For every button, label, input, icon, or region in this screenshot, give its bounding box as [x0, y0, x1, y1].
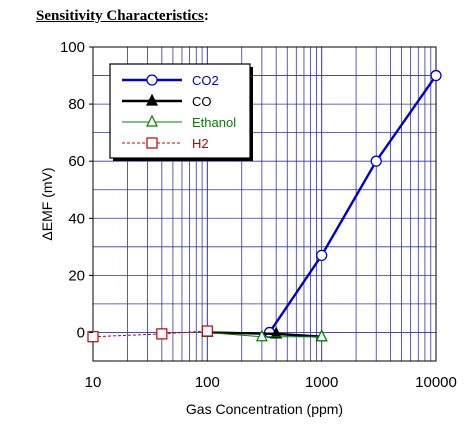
- y-tick-label: 80: [68, 96, 85, 113]
- plot-area-border: [92, 46, 437, 362]
- legend-label-co2: CO2: [192, 73, 219, 88]
- series-line-co2: [268, 74, 437, 334]
- data-point-ethanol: [255, 329, 268, 342]
- x-tick-label: 10000: [415, 374, 457, 391]
- series-h2: [87, 325, 213, 343]
- y-tick-label: 0: [77, 324, 85, 341]
- y-tick-label: 20: [68, 267, 85, 284]
- legend-label-co: CO: [192, 94, 212, 109]
- legend-label-ethanol: Ethanol: [192, 115, 236, 130]
- y-tick-label: 40: [68, 210, 85, 227]
- y-tick-label: 60: [68, 153, 85, 170]
- legend: CO2 CO Ethanol H2: [109, 63, 253, 161]
- x-tick-label: 10: [85, 374, 102, 391]
- data-point-co2: [430, 69, 442, 82]
- y-axis-label: ΔEMF (mV): [39, 167, 55, 240]
- legend-marker-ethanol: [146, 114, 158, 127]
- legend-marker-h2: [146, 137, 158, 149]
- chart-heading-text: Sensitivity Characteristics: [36, 8, 204, 24]
- data-point-h2: [87, 331, 99, 343]
- x-tick-label: 100: [195, 374, 220, 391]
- y-tick-label: 100: [60, 39, 85, 56]
- data-point-ethanol: [315, 329, 328, 342]
- legend-label-h2: H2: [192, 136, 209, 151]
- x-tick-label: 1000: [305, 374, 338, 391]
- chart-heading-colon: :: [203, 8, 209, 24]
- chart-heading: Sensitivity Characteristics:: [36, 8, 209, 25]
- data-point-h2: [156, 328, 168, 340]
- data-point-co2: [370, 155, 382, 167]
- series-layer: [87, 69, 442, 343]
- legend-marker-co: [146, 93, 158, 106]
- x-axis-label: Gas Concentration (ppm): [186, 401, 343, 417]
- legend-box: [109, 63, 251, 159]
- tick-labels: 10 100 1000 10000 0 20 40 60 80 100: [60, 39, 457, 391]
- series-line-h2: [92, 330, 208, 338]
- data-point-h2: [201, 325, 213, 337]
- data-point-co2: [316, 249, 328, 262]
- data-point-co: [270, 326, 283, 339]
- series-co2: [263, 69, 442, 339]
- legend-marker-co2: [146, 74, 158, 86]
